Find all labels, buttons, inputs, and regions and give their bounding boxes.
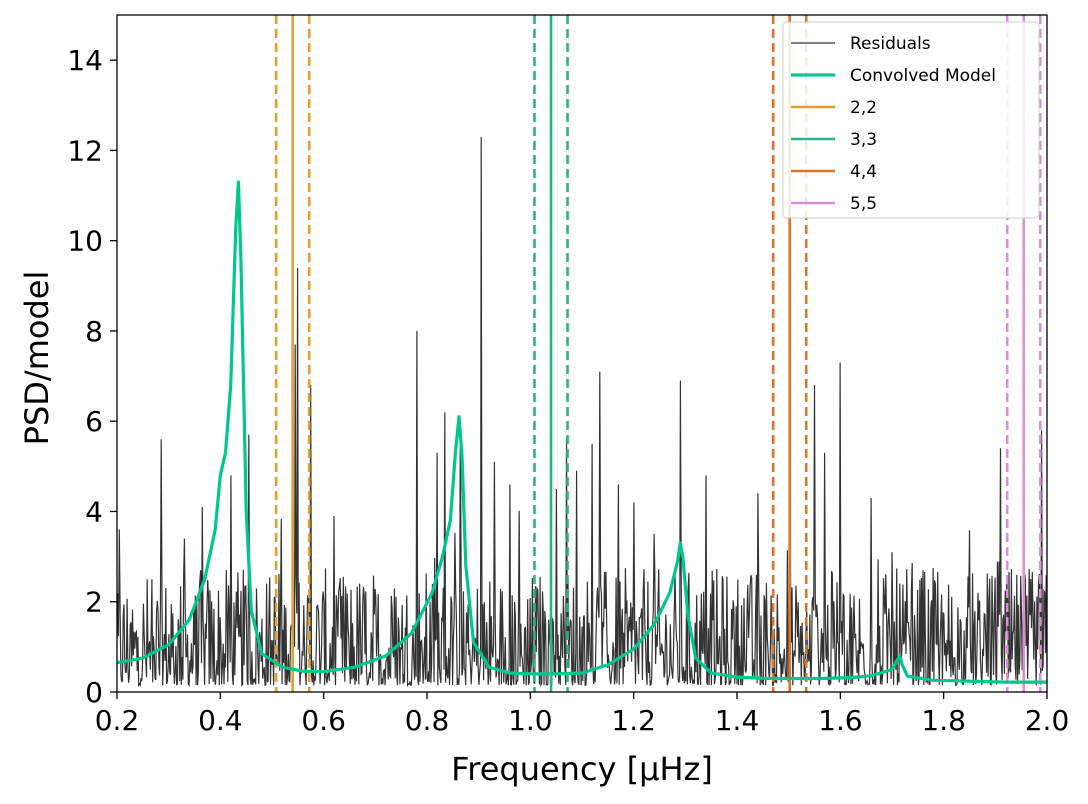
x-axis-ticks: 0.2 0.4 0.6 0.8 1.0 1.2 1.4 1.6 1.8 2.0 — [95, 692, 1070, 737]
x-tick-label: 2.0 — [1025, 704, 1070, 737]
y-tick-label: 6 — [85, 405, 103, 438]
x-tick-label: 0.4 — [198, 704, 243, 737]
y-tick-label: 2 — [85, 586, 103, 619]
legend: Residuals Convolved Model 2,2 3,3 4,4 5,5 — [782, 21, 1040, 219]
residuals-line — [117, 136, 1047, 688]
y-tick-label: 0 — [85, 676, 103, 709]
y-axis-label: PSD/model — [18, 271, 56, 446]
x-tick-label: 1.4 — [715, 704, 760, 737]
x-tick-label: 0.2 — [95, 704, 140, 737]
x-tick-label: 1.0 — [508, 704, 553, 737]
x-tick-label: 1.6 — [818, 704, 863, 737]
legend-label: Convolved Model — [850, 66, 996, 86]
y-tick-label: 8 — [85, 315, 103, 348]
y-axis-ticks: 0 2 4 6 8 10 12 14 — [67, 44, 117, 709]
y-tick-label: 10 — [67, 225, 103, 258]
plot-frame — [116, 14, 1048, 693]
convolved-model-line — [117, 180, 1047, 684]
legend-label: 5,5 — [850, 194, 877, 214]
legend-label: Residuals — [850, 34, 931, 54]
legend-label: 3,3 — [850, 130, 877, 150]
y-tick-label: 4 — [85, 495, 103, 528]
x-tick-label: 1.2 — [611, 704, 656, 737]
x-axis-label: Frequency [μHz] — [451, 750, 713, 788]
legend-box — [782, 21, 1040, 219]
legend-label: 4,4 — [850, 162, 877, 182]
x-tick-label: 0.8 — [405, 704, 450, 737]
y-tick-label: 12 — [67, 134, 103, 167]
legend-label: 2,2 — [850, 98, 877, 118]
x-tick-label: 1.8 — [921, 704, 966, 737]
x-tick-label: 0.6 — [301, 704, 346, 737]
y-tick-label: 14 — [67, 44, 103, 77]
